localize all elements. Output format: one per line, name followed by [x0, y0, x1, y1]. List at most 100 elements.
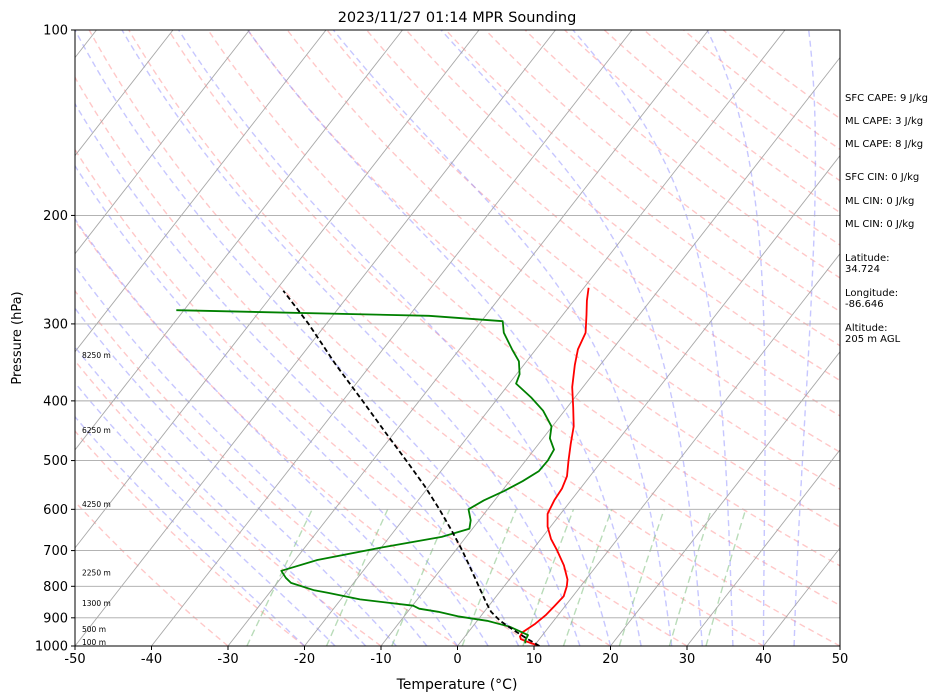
- dry-adiabat: [484, 30, 840, 313]
- isotherm: [457, 154, 840, 646]
- moist-adiabat: [793, 30, 817, 646]
- x-tick-label: 10: [526, 652, 543, 667]
- y-tick-label: 500: [43, 454, 68, 469]
- dry-adiabat: [75, 500, 229, 646]
- isotherm: [75, 30, 556, 646]
- dry-adiabat: [326, 30, 840, 453]
- x-axis-label: Temperature (°C): [396, 677, 518, 693]
- isotherm: [380, 56, 840, 646]
- dry-adiabat: [128, 30, 840, 646]
- moist-adiabat: [75, 415, 305, 646]
- dry-adiabat: [167, 30, 840, 607]
- dry-adiabat: [643, 30, 840, 182]
- moist-adiabat: [572, 30, 734, 646]
- moist-adiabat: [75, 345, 367, 646]
- y-tick-label: 200: [43, 209, 68, 224]
- x-tick-label: -50: [64, 652, 85, 667]
- isotherm: [75, 30, 174, 157]
- annotation-ml-cin-2: ML CIN: 0 J/kg: [845, 219, 915, 230]
- height-label: 2250 m: [82, 568, 111, 577]
- dry-adiabat: [75, 219, 535, 646]
- x-tick-label: -30: [217, 652, 238, 667]
- isotherm: [304, 30, 786, 646]
- y-tick-label: 1000: [35, 640, 68, 655]
- height-label: 100 m: [82, 638, 106, 647]
- height-label: 500 m: [82, 625, 106, 634]
- mixing-ratio-line: [668, 509, 712, 646]
- annotation-sfc-cin: SFC CIN: 0 J/kg: [845, 172, 920, 183]
- y-tick-label: 300: [43, 317, 68, 332]
- x-tick-label: 50: [832, 652, 849, 667]
- isotherm: [686, 449, 840, 646]
- mixing-ratio-line: [618, 509, 665, 646]
- annotation-ml-cin-1: ML CIN: 0 J/kg: [845, 196, 915, 207]
- moist-adiabat: [706, 30, 766, 646]
- x-tick-label: -10: [370, 652, 391, 667]
- isotherm: [75, 30, 403, 451]
- y-tick-label: 900: [43, 611, 68, 626]
- dry-adiabat: [405, 30, 840, 382]
- dry-adiabat: [75, 76, 688, 646]
- y-axis-label: Pressure (hPa): [10, 291, 25, 384]
- height-label: 8250 m: [82, 351, 111, 360]
- parcel-line: [282, 290, 540, 646]
- moist-adiabat: [75, 381, 336, 646]
- x-tick-label: 20: [602, 652, 619, 667]
- x-tick-label: -20: [294, 652, 315, 667]
- x-tick-label: 0: [453, 652, 461, 667]
- height-label: 4250 m: [82, 500, 111, 509]
- isotherm: [151, 30, 633, 646]
- mixing-ratio-line: [705, 509, 747, 646]
- mixing-ratio-line: [522, 509, 575, 646]
- isotherm: [610, 351, 840, 646]
- mixing-ratio-line: [391, 509, 451, 646]
- mixing-ratio-line: [461, 509, 517, 646]
- mixing-ratio-line: [246, 508, 313, 646]
- dry-adiabat: [75, 359, 382, 646]
- dry-adiabat: [75, 148, 611, 646]
- moist-adiabat: [178, 30, 612, 646]
- y-tick-label: 100: [43, 24, 68, 39]
- x-tick-label: -40: [141, 652, 162, 667]
- chart-title: 2023/11/27 01:14 MPR Sounding: [338, 10, 577, 26]
- height-label: 1300 m: [82, 599, 111, 608]
- dry-adiabat: [603, 30, 840, 214]
- height-label: 6250 m: [82, 426, 111, 435]
- moist-adiabat: [440, 30, 703, 646]
- moist-adiabat: [75, 164, 489, 646]
- annotation-latitude: Latitude: 34.724: [845, 253, 890, 275]
- dry-adiabat: [88, 30, 764, 646]
- y-tick-label: 700: [43, 544, 68, 559]
- dry-adiabat: [75, 289, 458, 646]
- moist-adiabat: [247, 30, 642, 646]
- temperature-line: [519, 287, 590, 646]
- y-tick-label: 400: [43, 394, 68, 409]
- moist-adiabat: [332, 30, 673, 646]
- dry-adiabat: [247, 30, 840, 528]
- annotation-altitude: Altitude: 205 m AGL: [845, 323, 901, 345]
- x-tick-label: 30: [679, 652, 696, 667]
- moist-adiabat: [75, 30, 550, 646]
- isotherm: [75, 30, 480, 549]
- dry-adiabat: [683, 30, 840, 151]
- moist-adiabat: [75, 217, 459, 646]
- dry-adiabat: [445, 30, 840, 347]
- dry-adiabat: [286, 30, 840, 491]
- dry-adiabat: [207, 30, 840, 567]
- annotation-longitude: Longitude: -86.646: [845, 288, 899, 310]
- isotherm: [75, 30, 327, 353]
- isotherm: [533, 252, 840, 646]
- y-tick-label: 600: [43, 503, 68, 518]
- moist-adiabat: [75, 102, 520, 646]
- y-tick-label: 800: [43, 580, 68, 595]
- isotherm: [75, 30, 250, 255]
- mixing-ratio-line: [325, 509, 389, 646]
- moist-adiabat: [121, 30, 581, 646]
- isotherm: [227, 30, 709, 646]
- annotation-sfc-cape: SFC CAPE: 9 J/kg: [845, 93, 928, 104]
- annotation-ml-cape-2: ML CAPE: 8 J/kg: [845, 139, 924, 150]
- annotation-ml-cape-1: ML CAPE: 3 J/kg: [845, 116, 924, 127]
- x-tick-label: 40: [755, 652, 772, 667]
- moist-adiabat: [75, 264, 428, 646]
